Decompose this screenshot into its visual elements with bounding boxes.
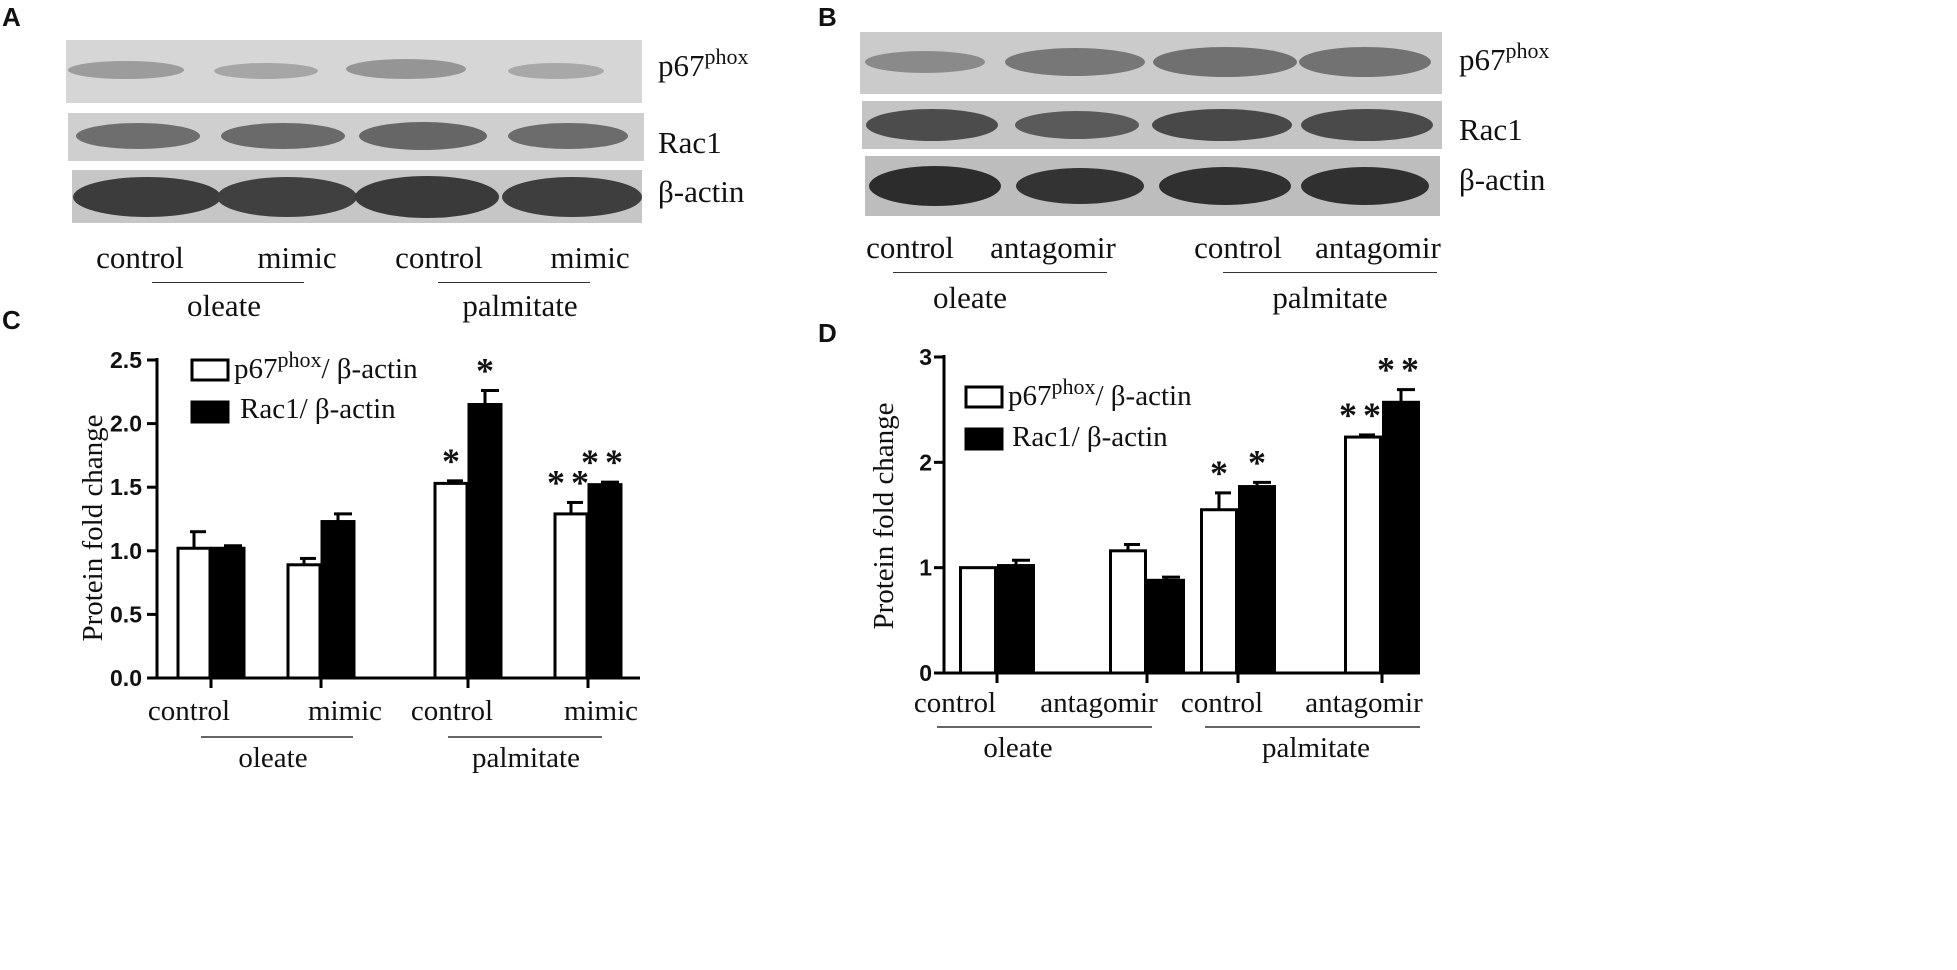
chart-c-group-palmitate: palmitate: [472, 742, 580, 774]
lane-label-a-4: mimic: [550, 240, 630, 275]
lane-label-b-3: control: [1194, 230, 1282, 265]
chart-c-bar-p67: [433, 481, 469, 680]
lane-label-a-1: control: [96, 240, 184, 275]
blot-strip-p67-a: [66, 40, 642, 103]
group-rule-b-oleate: [893, 272, 1107, 273]
chart-c-bar-p67: [286, 563, 322, 680]
panel-letter-b: B: [818, 2, 837, 32]
panel-letter-d: D: [818, 318, 837, 348]
blot-strip-actin-a: [72, 170, 642, 223]
chart-c-marks: 0.00.51.01.52.02.5******: [110, 347, 640, 691]
lane-label-b-1: control: [866, 230, 954, 265]
chart-c-y-tick-label: 0.5: [110, 601, 142, 627]
chart-c-category-4: mimic: [564, 695, 638, 727]
chart-c-bar-rac1: [320, 520, 356, 680]
chart-c-category-1: control: [148, 695, 230, 727]
panel-letter-a: A: [2, 2, 21, 32]
blot-strip-rac1-a: [68, 113, 644, 161]
chart-c-bar-rac1: [587, 483, 623, 680]
group-label-a-palmitate: palmitate: [462, 288, 578, 323]
chart-c-category-2: mimic: [308, 695, 382, 727]
blot-label-actin-a: β-actin: [658, 174, 745, 209]
lane-label-a-2: mimic: [257, 240, 337, 275]
lane-label-b-2: antagomir: [990, 230, 1116, 265]
blot-label-rac1-b: Rac1: [1459, 112, 1523, 147]
chart-c-significance-label: *: [442, 441, 460, 481]
chart-c-legend-swatch-rac1: [190, 400, 230, 424]
chart-c-bar-rac1: [210, 546, 246, 680]
chart-c-y-tick-label: 1.5: [110, 474, 142, 500]
chart-c-bar-rac1: [467, 403, 503, 680]
chart-c-bar-p67: [553, 512, 589, 680]
chart-c-y-tick-label: 0.0: [110, 665, 142, 691]
blot-strip-rac1-b: [862, 101, 1442, 149]
chart-c-ylabel: Protein fold change: [77, 414, 109, 641]
lane-label-a-3: control: [395, 240, 483, 275]
group-rule-a-oleate: [152, 282, 304, 283]
chart-c-legend-rac1: Rac1/ β-actin: [240, 393, 396, 425]
group-label-b-oleate: oleate: [932, 280, 1008, 315]
group-rule-b-palmitate: [1223, 272, 1437, 273]
blot-label-p67-b: p67phox: [1459, 38, 1550, 77]
blot-label-rac1-a: Rac1: [658, 125, 722, 160]
chart-c-category-3: control: [411, 695, 493, 727]
chart-c-legend-p67: p67phox/ β-actin: [234, 347, 418, 385]
chart-c-significance-label: **: [581, 442, 629, 482]
group-label-a-oleate: oleate: [186, 288, 262, 323]
panel-letter-c: C: [2, 305, 21, 335]
blot-strip-p67-b: [860, 32, 1442, 94]
chart-c-y-tick-label: 2.5: [110, 347, 142, 373]
blot-label-actin-b: β-actin: [1459, 162, 1546, 197]
chart-c-legend-swatch-p67: [190, 358, 230, 382]
chart-c-group-oleate: oleate: [238, 742, 307, 774]
lane-label-b-4: antagomir: [1315, 230, 1441, 265]
group-label-b-palmitate: palmitate: [1272, 280, 1388, 315]
chart-c-y-tick-label: 2.0: [110, 411, 142, 437]
blot-label-p67-a: p67phox: [658, 44, 749, 83]
blot-strip-actin-b: [865, 156, 1440, 216]
chart-c-significance-label: *: [476, 351, 494, 391]
chart-c-bar-p67: [176, 546, 212, 680]
chart-c-y-tick-label: 1.0: [110, 538, 142, 564]
group-rule-a-palmitate: [438, 282, 590, 283]
chart-c-significance-label: **: [547, 462, 595, 502]
